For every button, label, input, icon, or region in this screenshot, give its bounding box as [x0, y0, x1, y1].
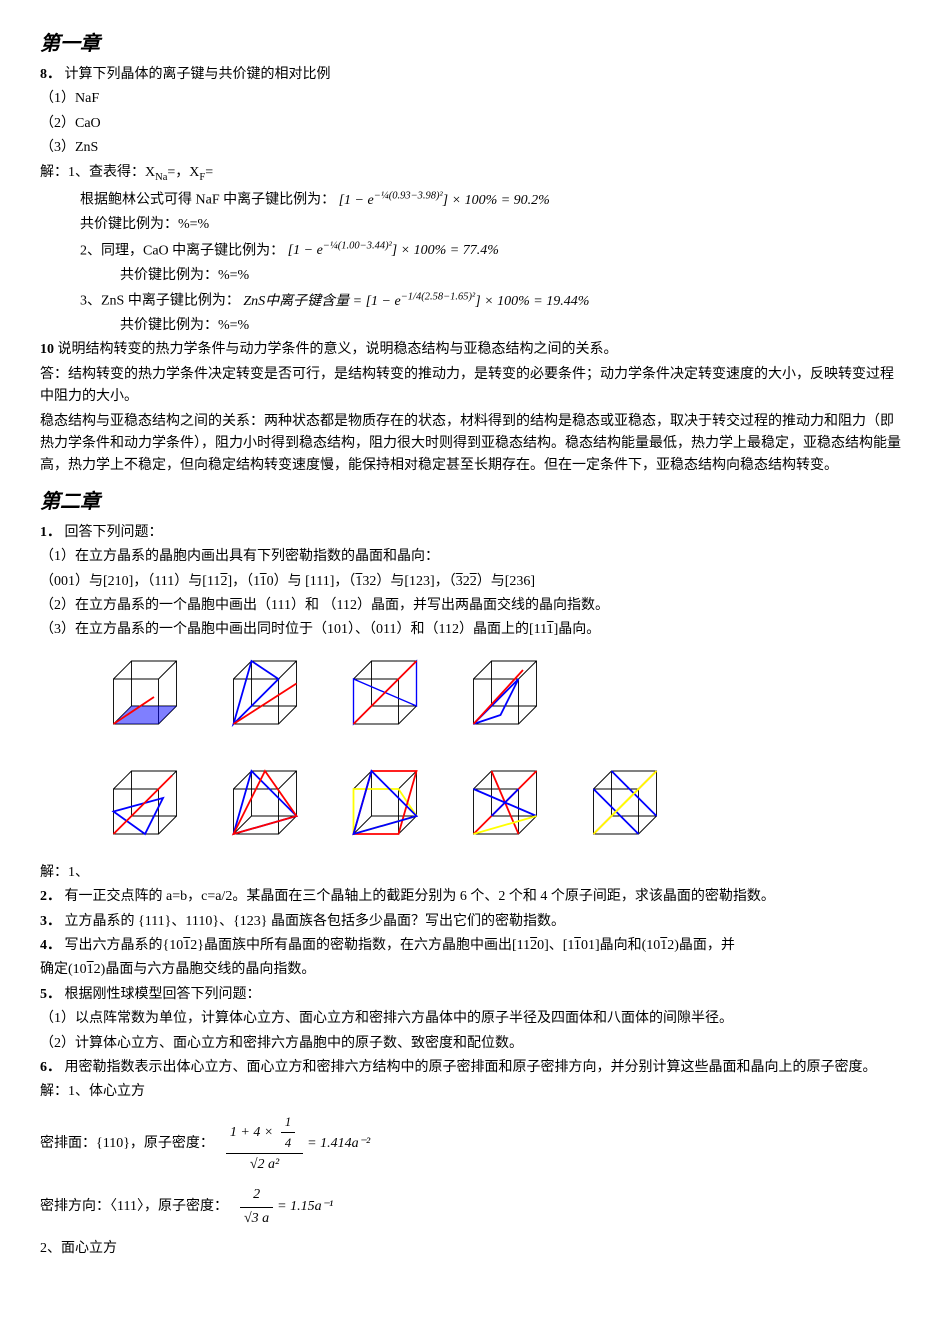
q10-line: 10 说明结构转变的热力学条件与动力学条件的意义，说明稳态结构与亚稳态结构之间的…: [40, 339, 905, 361]
q3: 3． 立方晶系的 {111}、1110}、{123} 晶面族各包括多少晶面？写出…: [40, 911, 905, 933]
q4b: 确定(1012)晶面与六方晶胞交线的晶向指数。: [40, 959, 905, 981]
q8-cov2: 共价键比例为：%=%: [40, 265, 905, 287]
q8-sol-head: 解：1、查表得：XNa=，XF=: [40, 162, 905, 187]
chapter2-title: 第二章: [40, 486, 905, 518]
q5: 5． 根据刚性球模型回答下列问题：: [40, 984, 905, 1006]
q10-ans1: 答：结构转变的热力学条件决定转变是否可行，是结构转变的推动力，是转变的必要条件；…: [40, 364, 905, 409]
q10-stem: 说明结构转变的热力学条件与动力学条件的意义，说明稳态结构与亚稳态结构之间的关系。: [58, 342, 618, 357]
cube-multi-1: [340, 762, 430, 852]
cube-111-112: [220, 762, 310, 852]
q8-cov1: 共价键比例为：%=%: [40, 214, 905, 236]
sol6-2: 2、面心立方: [40, 1238, 905, 1260]
q8-item3: （3）ZnS: [40, 137, 905, 159]
q1-s3: （3）在立方晶系的一个晶胞中画出同时位于（101）、（011）和（112）晶面上…: [40, 619, 905, 641]
q8-stem: 计算下列晶体的离子键与共价键的相对比例: [65, 67, 331, 82]
q6: 6． 用密勒指数表示出体心立方、面心立方和密排六方结构中的原子密排面和原子密排方…: [40, 1057, 905, 1079]
q8-cov3: 共价键比例为：%=%: [40, 315, 905, 337]
cube-001: [100, 652, 190, 742]
dp-dir: 密排方向：〈111〉，原子密度： 2 √3 a = 1.15a⁻¹: [40, 1184, 905, 1230]
q8-item1: （1）NaF: [40, 88, 905, 110]
cube-multi-2: [460, 762, 550, 852]
cube-row-1: [100, 652, 905, 742]
q1-s2: （2）在立方晶系的一个晶胞中画出（111）和 （112）晶面，并写出两晶面交线的…: [40, 595, 905, 617]
q8-line1: 根据鲍林公式可得 NaF 中离子键比例为： [1 − e−¼(0.93−3.98…: [40, 188, 905, 212]
cube-1-10: [340, 652, 430, 742]
q5-s1: （1）以点阵常数为单位，计算体心立方、面心立方和密排六方晶体中的原子半径及四面体…: [40, 1008, 905, 1030]
q10-num: 10: [40, 342, 58, 357]
cube-diagrams: [100, 652, 905, 852]
q1-line: 1． 回答下列问题：: [40, 522, 905, 544]
dp-face: 密排面：{110}，原子密度： 1 + 4 × 14 √2 a² = 1.414…: [40, 1112, 905, 1177]
q2: 2． 有一正交点阵的 a=b，c=a/2。某晶面在三个晶轴上的截距分别为 6 个…: [40, 886, 905, 908]
q1-s1: （1）在立方晶系的晶胞内画出具有下列密勒指数的晶面和晶向：: [40, 546, 905, 568]
cube-row-2: [100, 762, 905, 852]
cube-111: [220, 652, 310, 742]
q8-line2: 2、同理，CaO 中离子键比例为： [1 − e−¼(1.00−3.44)²] …: [40, 239, 905, 263]
sol6: 解：1、体心立方: [40, 1081, 905, 1103]
cube-132: [460, 652, 550, 742]
cube-multi-3: [580, 762, 670, 852]
q8-line3: 3、ZnS 中离子键比例为： ZnS中离子键含量 = [1 − e−1/4(2.…: [40, 289, 905, 313]
q1-planes: （001）与[210]，（111）与[112]，（110）与 [111]，（13…: [40, 571, 905, 593]
q5-s2: （2）计算体心立方、面心立方和密排六方晶胞中的原子数、致密度和配位数。: [40, 1033, 905, 1055]
cube-322: [100, 762, 190, 852]
q8-num: 8．: [40, 67, 61, 82]
sol1: 解：1、: [40, 862, 905, 884]
q8-line: 8． 计算下列晶体的离子键与共价键的相对比例: [40, 64, 905, 86]
q8-item2: （2）CaO: [40, 113, 905, 135]
q10-ans2: 稳态结构与亚稳态结构之间的关系：两种状态都是物质存在的状态，材料得到的结构是稳态…: [40, 411, 905, 478]
chapter1-title: 第一章: [40, 28, 905, 60]
q4a: 4． 写出六方晶系的{1012}晶面族中所有晶面的密勒指数，在六方晶胞中画出[1…: [40, 935, 905, 957]
